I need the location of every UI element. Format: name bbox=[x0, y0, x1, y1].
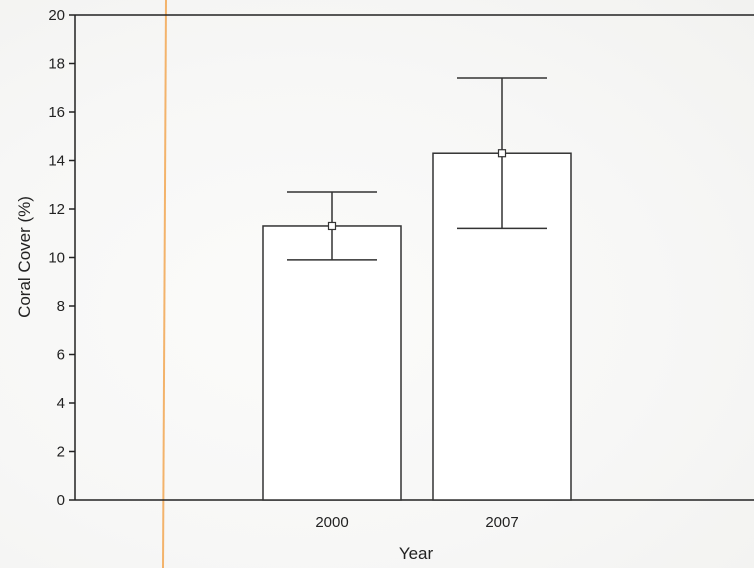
bar bbox=[262, 225, 402, 501]
y-tick-label: 2 bbox=[57, 444, 65, 461]
mean-marker bbox=[497, 149, 507, 158]
y-tick-label: 0 bbox=[57, 492, 65, 509]
y-tick-label: 14 bbox=[48, 153, 65, 170]
x-ticks-layer: 2000 2007 bbox=[315, 514, 518, 531]
y-tick-label: 12 bbox=[48, 201, 65, 218]
x-axis-label: Year bbox=[399, 544, 434, 563]
vertical-guide-line bbox=[162, 0, 167, 568]
y-axis-label: Coral Cover (%) bbox=[15, 196, 34, 318]
y-tick-label: 16 bbox=[48, 104, 65, 121]
bars-layer bbox=[262, 152, 572, 501]
error-bars-layer bbox=[287, 77, 547, 261]
y-ticks-layer: 0 2 4 6 8 10 12 14 16 18 20 bbox=[48, 7, 75, 509]
y-tick-label: 18 bbox=[48, 56, 65, 73]
y-tick-label: 10 bbox=[48, 250, 65, 267]
x-tick-label: 2000 bbox=[315, 514, 348, 531]
axes-layer bbox=[74, 14, 754, 501]
y-tick-label: 4 bbox=[57, 395, 65, 412]
vertical-guide-layer bbox=[162, 0, 167, 568]
y-tick-label: 6 bbox=[57, 347, 65, 364]
y-tick-label: 8 bbox=[57, 298, 65, 315]
x-tick-label: 2007 bbox=[485, 514, 518, 531]
mean-marker bbox=[327, 221, 337, 231]
y-tick-label: 20 bbox=[48, 7, 65, 24]
